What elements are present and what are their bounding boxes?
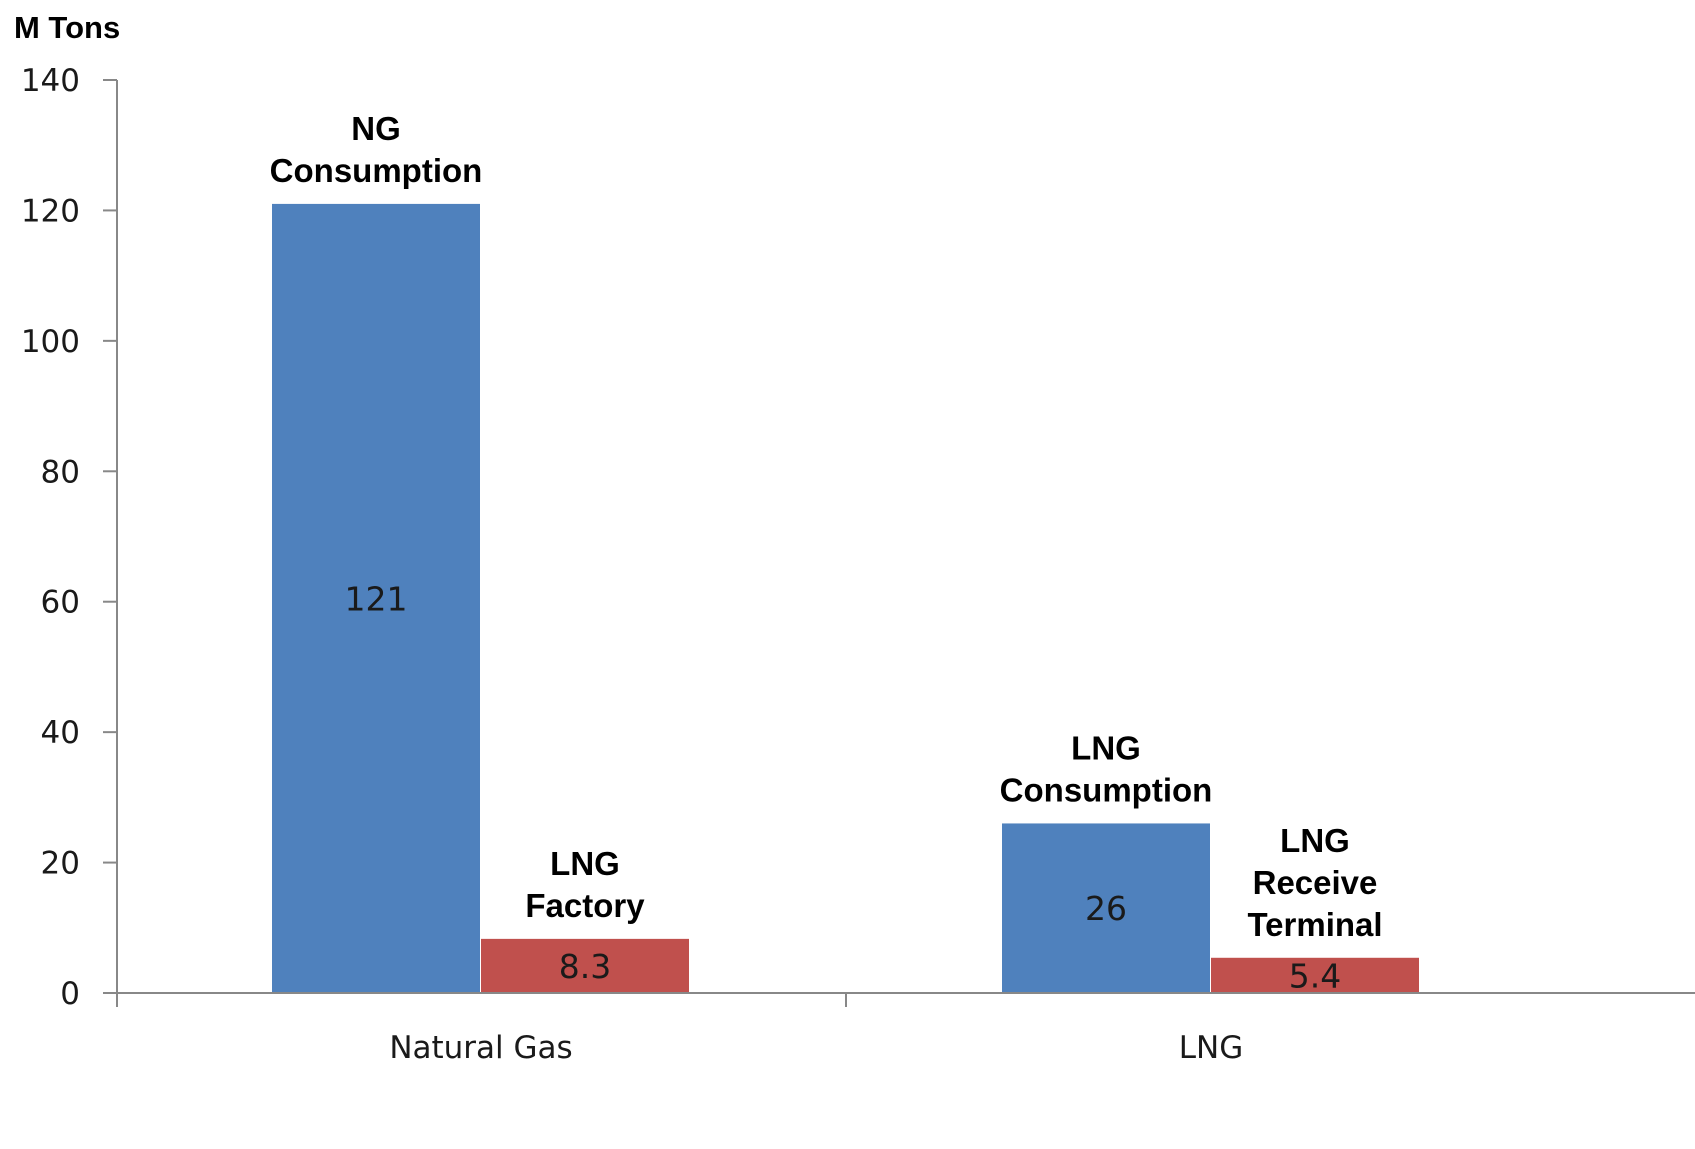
bar-annotation-line: LNG xyxy=(1280,822,1350,859)
bar xyxy=(1211,957,1419,993)
value-labels-group: 121 8.3 26 5.4 xyxy=(345,579,1342,995)
bar-annotation-line: Consumption xyxy=(1000,771,1213,808)
bar xyxy=(272,203,480,993)
bar-value-label: 8.3 xyxy=(559,947,611,986)
x-category-label: LNG xyxy=(1179,1030,1243,1066)
bar-annotation-line: LNG xyxy=(550,845,620,882)
y-tick-label: 80 xyxy=(41,454,80,490)
bar-annotations-group: NG Consumption LNG Factory LNG Consumption LNG… xyxy=(270,110,1383,943)
bar-value-label: 5.4 xyxy=(1289,956,1341,995)
bar-annotation-line: NG xyxy=(351,110,401,147)
y-tick-label: 120 xyxy=(21,193,80,229)
bar-value-label: 26 xyxy=(1085,889,1127,928)
y-tick-label: 0 xyxy=(60,976,80,1012)
y-axis-ticks: 0 20 40 60 80 100 120 140 xyxy=(21,63,117,1012)
category-labels-group: Natural Gas LNG xyxy=(389,1030,1243,1066)
axes-group xyxy=(116,80,1695,1007)
y-tick-label: 60 xyxy=(41,585,80,621)
bar xyxy=(1002,823,1210,993)
bar-annotation-line: LNG xyxy=(1071,729,1141,766)
bars-group xyxy=(272,203,1419,993)
bar-value-label: 121 xyxy=(345,579,408,618)
bar-annotation-line: Factory xyxy=(525,887,645,924)
y-tick-label: 100 xyxy=(21,324,80,360)
bar-annotation-line: Terminal xyxy=(1247,906,1382,943)
y-unit-label: M Tons xyxy=(14,10,120,45)
x-category-label: Natural Gas xyxy=(389,1030,572,1066)
y-tick-label: 40 xyxy=(41,715,80,751)
y-tick-label: 140 xyxy=(21,63,80,99)
bar xyxy=(481,938,689,993)
y-tick-label: 20 xyxy=(41,846,80,882)
bar-annotation-line: Receive xyxy=(1253,864,1378,901)
bar-annotation-line: Consumption xyxy=(270,152,483,189)
